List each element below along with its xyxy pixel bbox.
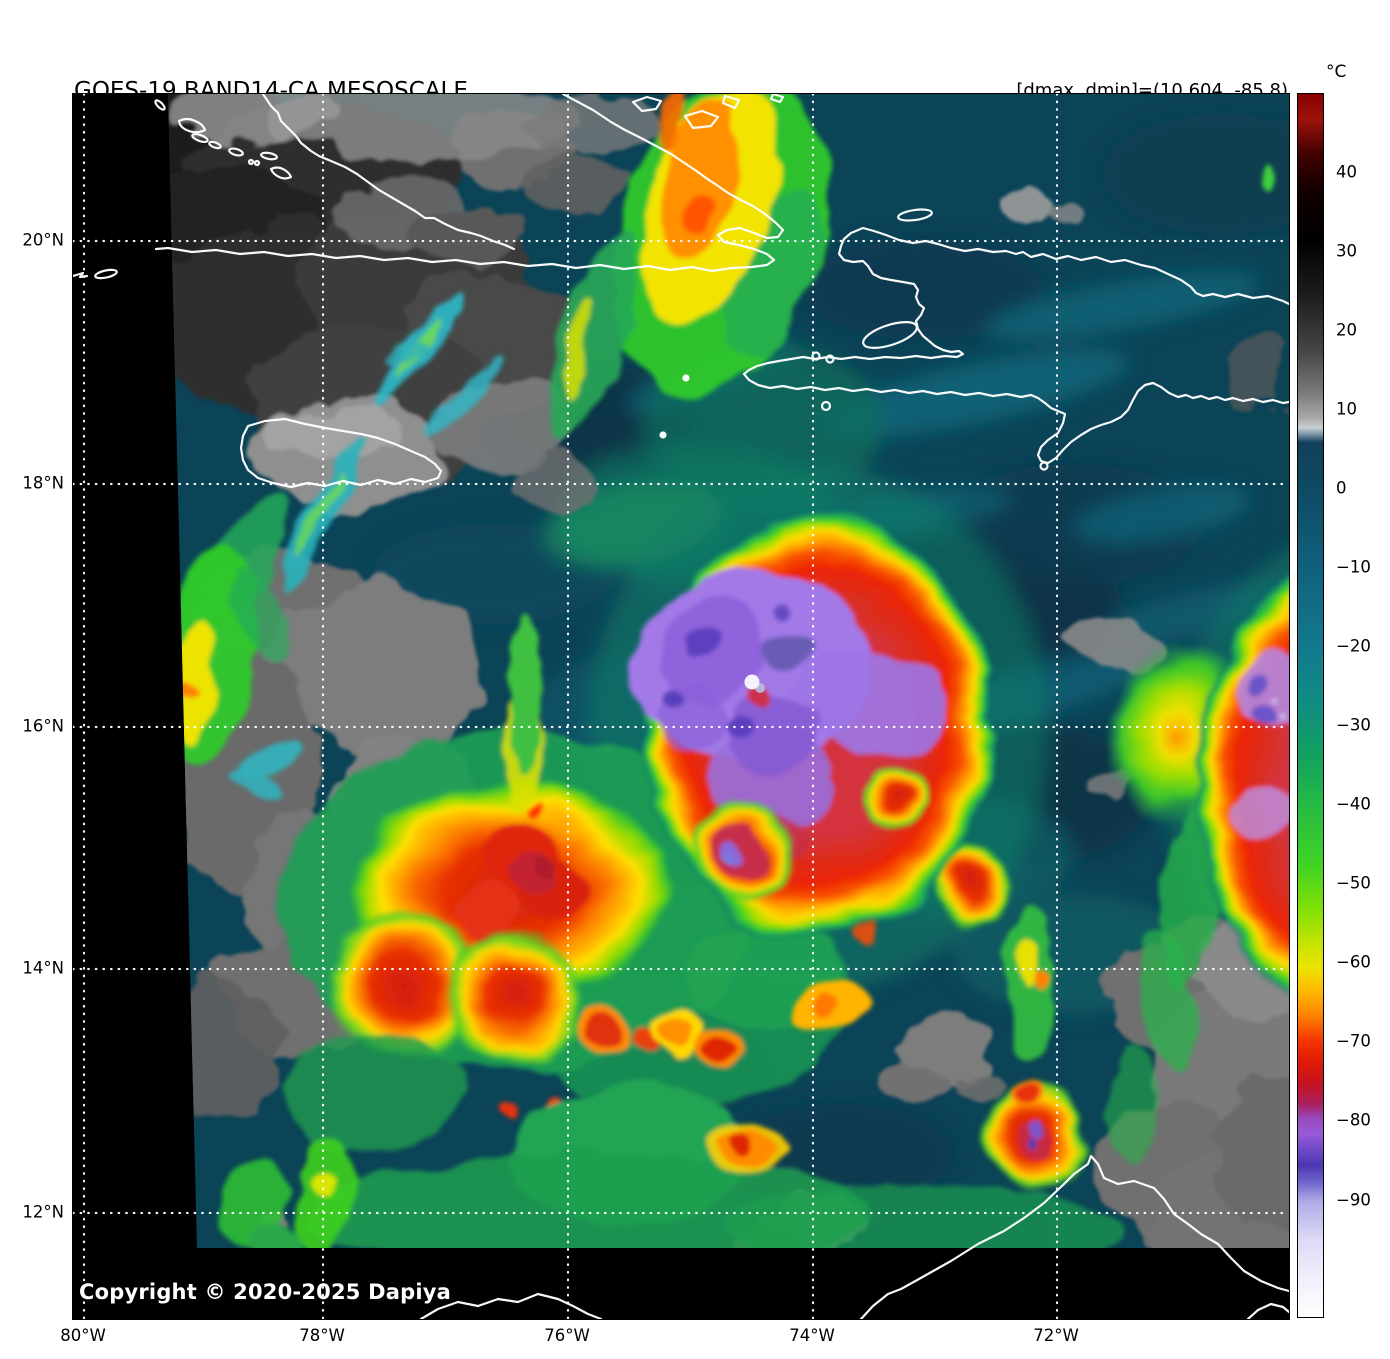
longitude-label: 72°W (1033, 1326, 1079, 1345)
latitude-label: 14°N (22, 958, 64, 978)
longitude-label: 80°W (60, 1326, 106, 1345)
latitude-label: 12°N (22, 1202, 64, 1222)
colorbar-tick: −90 (1336, 1190, 1371, 1210)
colorbar-tick: −20 (1336, 636, 1371, 656)
colorbar-tick: −70 (1336, 1031, 1371, 1051)
colorbar-tick: 20 (1336, 320, 1357, 340)
copyright-label: Copyright © 2020-2025 Dapiya (79, 1280, 451, 1304)
longitude-label: 78°W (299, 1326, 345, 1345)
colorbar-tick: −80 (1336, 1110, 1371, 1130)
colorbar-tick: −40 (1336, 794, 1371, 814)
coastline-layer (73, 94, 1289, 1319)
colorbar-tick: 0 (1336, 478, 1347, 498)
hurricane-eye-dot (744, 674, 765, 693)
longitude-label: 74°W (789, 1326, 835, 1345)
colorbar-tick: −60 (1336, 952, 1371, 972)
colorbar-tick: −10 (1336, 557, 1371, 577)
colorbar (1297, 93, 1324, 1318)
satellite-plot: Copyright © 2020-2025 Dapiya (72, 93, 1290, 1320)
cloud-layer-gray (168, 94, 1289, 1248)
colorbar-tick: 10 (1336, 399, 1357, 419)
graticule-layer (73, 94, 1289, 1319)
satellite-image-svg (73, 94, 1289, 1319)
convection-layer (168, 94, 1289, 1248)
latitude-label: 18°N (22, 473, 64, 493)
longitude-label: 76°W (544, 1326, 590, 1345)
colorbar-tick: −50 (1336, 873, 1371, 893)
colorbar-tick: 40 (1336, 162, 1357, 182)
latitude-label: 20°N (22, 230, 64, 250)
colorbar-tick: 30 (1336, 241, 1357, 261)
colorbar-tick: −30 (1336, 715, 1371, 735)
latitude-label: 16°N (22, 716, 64, 736)
celsius-unit-label: °C (1326, 62, 1347, 82)
